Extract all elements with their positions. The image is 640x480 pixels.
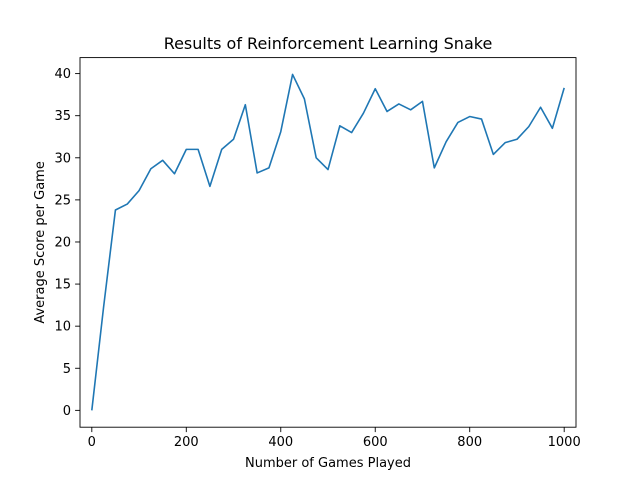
x-tick-label: 800 [457,435,482,450]
plot-area [91,73,565,411]
y-axis: 0 5 10 15 20 25 30 35 40 [54,67,80,419]
y-tick-label: 35 [54,109,71,124]
y-tick-label: 0 [63,404,71,419]
series-line [91,73,565,411]
y-tick-label: 10 [54,320,71,335]
y-tick-label: 40 [54,67,71,82]
x-tick-label: 0 [88,435,96,450]
y-tick-label: 25 [54,193,71,208]
axes-frame [79,57,577,428]
chart-title: Results of Reinforcement Learning Snake [164,34,493,53]
y-tick-label: 30 [54,151,71,166]
y-axis-label: Average Score per Game [33,161,48,324]
x-tick-label: 200 [174,435,199,450]
x-tick-label: 400 [268,435,293,450]
x-tick-label: 600 [363,435,388,450]
y-tick-label: 5 [63,362,71,377]
x-axis-label: Number of Games Played [245,456,411,471]
y-tick-label: 15 [54,278,71,293]
x-tick-label: 1000 [548,435,581,450]
x-axis: 0 200 400 600 800 1000 [88,427,581,450]
y-tick-label: 20 [54,235,71,250]
